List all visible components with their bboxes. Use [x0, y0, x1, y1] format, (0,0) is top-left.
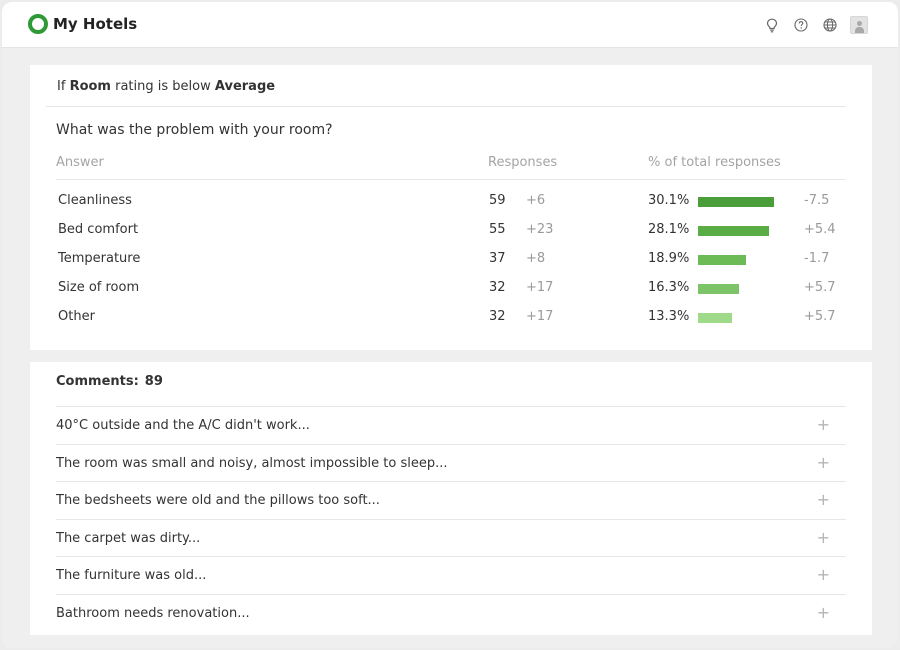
- response-percent: 28.1%: [648, 222, 690, 237]
- response-percent: 16.3%: [648, 280, 690, 295]
- comments-header: Comments: 89: [56, 374, 163, 389]
- expand-plus-icon[interactable]: +: [816, 528, 830, 547]
- expand-plus-icon[interactable]: +: [816, 490, 830, 509]
- answer-label: Temperature: [58, 251, 141, 266]
- divider: [56, 179, 846, 180]
- response-delta: +23: [526, 222, 554, 237]
- response-count: 32: [489, 309, 506, 324]
- percent-change: +5.7: [804, 280, 836, 295]
- comments-card: Comments: 89 40°C outside and the A/C did…: [30, 362, 872, 635]
- survey-card: If Room rating is below Average What was…: [30, 65, 872, 350]
- comment-item[interactable]: The bedsheets were old and the pillows t…: [56, 481, 846, 519]
- help-icon[interactable]: [792, 16, 810, 34]
- response-delta: +6: [526, 193, 546, 208]
- response-count: 32: [489, 280, 506, 295]
- response-delta: +8: [526, 251, 546, 266]
- percent-change: +5.4: [804, 222, 836, 237]
- app-title: My Hotels: [53, 15, 138, 33]
- response-delta: +17: [526, 309, 554, 324]
- percent-bar: [698, 226, 769, 236]
- answer-label: Size of room: [58, 280, 140, 295]
- percent-change: -7.5: [804, 193, 830, 208]
- comment-item[interactable]: The furniture was old... +: [56, 556, 846, 594]
- column-header-answer: Answer: [56, 155, 104, 170]
- percent-change: -1.7: [804, 251, 830, 266]
- comment-text: Bathroom needs renovation...: [56, 606, 250, 621]
- response-count: 55: [489, 222, 506, 237]
- table-row: Bed comfort 55 +23 28.1% +5.4: [30, 222, 872, 251]
- table-row: Size of room 32 +17 16.3% +5.7: [30, 280, 872, 309]
- top-bar: My Hotels: [2, 2, 898, 48]
- column-header-percent: % of total responses: [648, 155, 781, 170]
- expand-plus-icon[interactable]: +: [816, 603, 830, 622]
- comments-label: Comments:: [56, 374, 139, 389]
- column-header-responses: Responses: [488, 155, 558, 170]
- condition-subject: Room: [69, 79, 111, 94]
- comment-item[interactable]: Bathroom needs renovation... +: [56, 594, 846, 632]
- percent-bar: [698, 197, 774, 207]
- condition-middle: rating is below: [115, 79, 211, 94]
- answer-label: Other: [58, 309, 95, 324]
- divider: [46, 106, 846, 107]
- response-percent: 13.3%: [648, 309, 690, 324]
- expand-plus-icon[interactable]: +: [816, 565, 830, 584]
- comment-item[interactable]: The room was small and noisy, almost imp…: [56, 444, 846, 482]
- comment-item[interactable]: 40°C outside and the A/C didn't work... +: [56, 406, 846, 444]
- table-row: Cleanliness 59 +6 30.1% -7.5: [30, 193, 872, 222]
- brand[interactable]: My Hotels: [28, 14, 137, 34]
- comment-text: The room was small and noisy, almost imp…: [56, 456, 448, 471]
- top-icons: [752, 16, 868, 34]
- condition-prefix: If: [57, 79, 66, 94]
- lightbulb-icon[interactable]: [763, 16, 781, 34]
- percent-change: +5.7: [804, 309, 836, 324]
- comment-item[interactable]: The carpet was dirty... +: [56, 519, 846, 557]
- response-count: 59: [489, 193, 506, 208]
- user-avatar-icon[interactable]: [850, 16, 868, 34]
- answer-label: Cleanliness: [58, 193, 132, 208]
- rating-condition: If Room rating is below Average: [57, 79, 275, 94]
- percent-bar: [698, 255, 746, 265]
- expand-plus-icon[interactable]: +: [816, 415, 830, 434]
- response-delta: +17: [526, 280, 554, 295]
- response-percent: 18.9%: [648, 251, 690, 266]
- response-count: 37: [489, 251, 506, 266]
- response-percent: 30.1%: [648, 193, 690, 208]
- comment-text: The furniture was old...: [56, 568, 207, 583]
- comments-count: 89: [144, 374, 163, 389]
- percent-bar: [698, 313, 732, 323]
- brand-logo-icon: [28, 14, 48, 34]
- condition-level: Average: [214, 79, 276, 94]
- expand-plus-icon[interactable]: +: [816, 453, 830, 472]
- globe-icon[interactable]: [821, 16, 839, 34]
- percent-bar: [698, 284, 739, 294]
- comment-text: The carpet was dirty...: [56, 531, 201, 546]
- table-row: Other 32 +17 13.3% +5.7: [30, 309, 872, 338]
- comment-text: 40°C outside and the A/C didn't work...: [56, 418, 310, 433]
- comment-text: The bedsheets were old and the pillows t…: [56, 493, 380, 508]
- survey-question: What was the problem with your room?: [56, 122, 333, 138]
- answer-label: Bed comfort: [58, 222, 139, 237]
- table-row: Temperature 37 +8 18.9% -1.7: [30, 251, 872, 280]
